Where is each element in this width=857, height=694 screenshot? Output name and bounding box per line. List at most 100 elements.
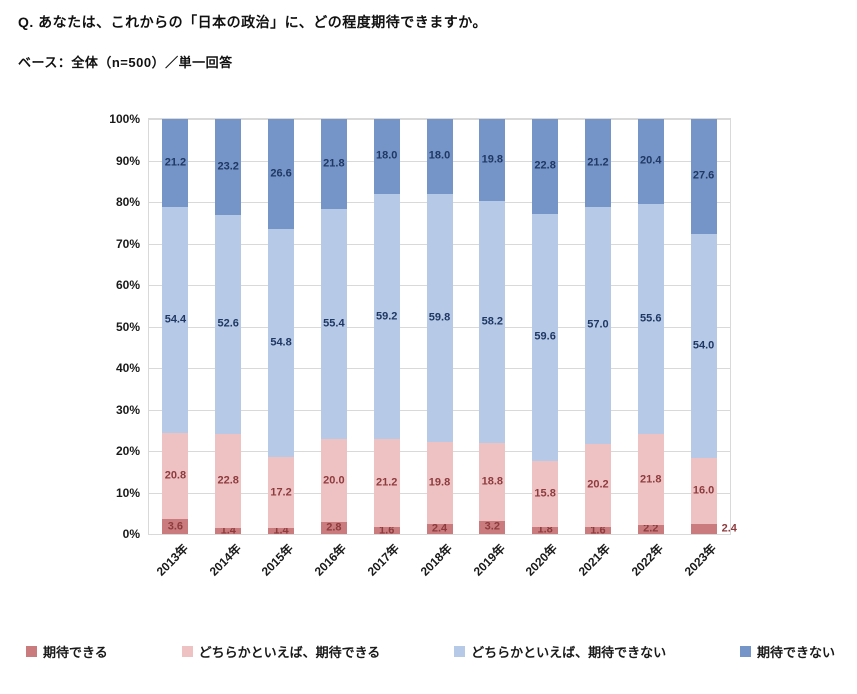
legend-item: どちらかといえば、期待できる — [181, 642, 381, 661]
data-label: 22.8 — [534, 159, 556, 172]
bar-segment — [479, 442, 506, 521]
bar-segment — [215, 433, 242, 529]
data-label: 52.6 — [217, 317, 239, 330]
data-label: 59.6 — [534, 330, 556, 343]
data-label: 21.8 — [640, 473, 662, 486]
data-label: 20.2 — [587, 478, 609, 491]
y-tick-label: 50% — [115, 319, 140, 334]
bar-segment — [426, 524, 453, 534]
data-label: 2.4 — [431, 522, 448, 535]
bar-segment — [268, 456, 295, 529]
data-label: 55.6 — [640, 312, 662, 325]
data-label: 27.6 — [692, 169, 715, 182]
bar-segment — [479, 201, 506, 443]
bar-segment — [637, 119, 664, 204]
data-label: 3.2 — [484, 520, 500, 533]
legend-swatch — [26, 646, 37, 657]
bar-segment — [426, 193, 453, 442]
data-label: 15.8 — [534, 487, 556, 500]
data-label: 1.6 — [590, 524, 606, 537]
data-label: 2.8 — [326, 521, 342, 534]
y-tick-label: 90% — [115, 153, 140, 168]
data-label: 2.2 — [643, 522, 659, 535]
data-label: 2.4 — [721, 522, 737, 535]
bar-segment — [373, 119, 400, 194]
x-axis-label: 2022年 — [628, 541, 667, 579]
data-label: 1.6 — [379, 524, 395, 537]
data-label: 18.8 — [481, 475, 504, 488]
bar-segment — [584, 443, 611, 528]
bar-segment — [637, 524, 664, 534]
chart-legend: 期待できる どちらかといえば、期待できる どちらかといえば、期待できない 期待できない — [26, 642, 835, 661]
bar-segment — [532, 119, 559, 214]
data-label: 23.2 — [217, 160, 239, 173]
bar-segment — [690, 457, 717, 525]
y-tick-label: 100% — [109, 112, 140, 126]
legend-swatch — [739, 646, 751, 657]
base-note: ベース：全体（n=500）／単一回答 — [18, 55, 233, 70]
data-label: 26.6 — [270, 167, 292, 180]
bar-segment — [268, 229, 295, 457]
bar-segment — [584, 206, 611, 444]
x-axis-label: 2023年 — [681, 541, 719, 579]
bar-segment — [268, 528, 295, 534]
data-label: 58.2 — [481, 315, 504, 328]
data-label: 19.8 — [428, 476, 451, 489]
data-label: 1.4 — [273, 524, 289, 537]
x-axis-label: 2019年 — [470, 541, 508, 579]
x-axis-label: 2015年 — [259, 541, 297, 579]
bar-segment — [373, 193, 400, 440]
question-title: Q. あなたは、これからの「日本の政治」に、どの程度期待できますか。 — [18, 14, 487, 30]
data-label: 21.8 — [323, 157, 345, 170]
data-label: 54.8 — [270, 336, 292, 349]
data-label: 18.0 — [375, 149, 398, 162]
data-label: 18.0 — [428, 149, 451, 162]
bar-segment — [479, 520, 506, 534]
bar-segment — [162, 207, 189, 433]
y-axis: 0% 10% 20% 30% 40% 50% 60% 70% 80% 90% 100% — [76, 113, 140, 540]
data-label: 55.4 — [323, 317, 345, 330]
data-label: 20.0 — [323, 474, 345, 487]
y-tick-label: 0% — [122, 527, 140, 541]
bar-segment — [215, 528, 242, 534]
x-axis-label: 2014年 — [206, 541, 244, 579]
y-tick-label: 40% — [115, 361, 140, 375]
data-label: 20.8 — [164, 469, 187, 482]
legend-label: どちらかといえば、期待できる — [198, 645, 381, 660]
legend-label: 期待できる — [43, 645, 108, 660]
legend-item: どちらかといえば、期待できない — [454, 642, 666, 661]
data-label: 21.2 — [164, 156, 187, 169]
bar-segment — [215, 119, 242, 216]
bar-segment — [320, 439, 347, 523]
data-label: 1.4 — [220, 524, 236, 537]
y-tick-label: 10% — [115, 485, 140, 500]
y-tick-label: 20% — [115, 444, 140, 458]
data-label: 59.8 — [428, 311, 451, 324]
x-axis-label: 2017年 — [364, 541, 402, 579]
x-axis-label: 2020年 — [523, 541, 561, 579]
bar-segment — [426, 441, 453, 525]
x-axis-label: 2021年 — [576, 541, 614, 579]
x-axis: 2013年 2014年 2015年 2016年 2017年 2018年 2019年 2020年… — [148, 540, 731, 610]
y-tick-label: 30% — [115, 402, 140, 417]
y-tick-label: 80% — [115, 195, 140, 209]
data-label: 59.2 — [375, 310, 398, 323]
data-label: 16.0 — [692, 484, 715, 497]
bar-segment — [162, 432, 189, 520]
bar-segment — [215, 215, 242, 434]
y-tick-label: 70% — [115, 236, 140, 251]
bar-segment — [637, 434, 664, 525]
bar-segment — [690, 119, 717, 234]
bar-segment — [584, 119, 611, 207]
bar-segment — [320, 119, 347, 210]
data-label: 19.8 — [481, 153, 504, 166]
legend-item: 期待できない — [739, 642, 835, 661]
bar-segment — [532, 213, 559, 461]
data-label: 1.8 — [537, 523, 553, 536]
bar-segment — [426, 119, 453, 194]
data-label: 21.2 — [587, 156, 609, 169]
x-axis-label: 2018年 — [417, 541, 455, 579]
bar-segment — [373, 527, 400, 534]
legend-label: どちらかといえば、期待できない — [471, 645, 667, 660]
